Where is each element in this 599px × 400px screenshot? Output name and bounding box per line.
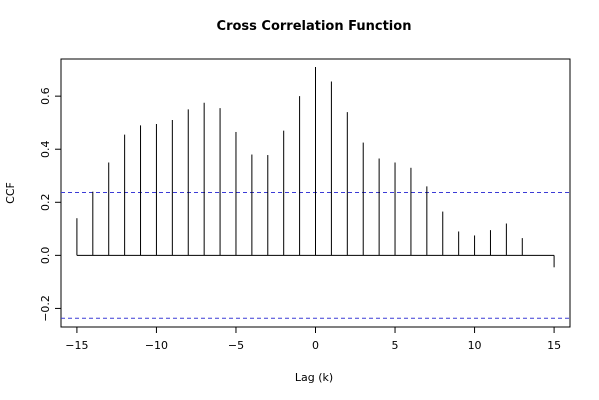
ccf-bars xyxy=(76,66,555,268)
x-axis: −15 −10 −5 0 5 10 15 xyxy=(65,326,561,352)
x-tick-label: 15 xyxy=(547,339,561,352)
y-tick-label: 0.4 xyxy=(39,140,52,158)
x-tick-label: −5 xyxy=(228,339,244,352)
x-tick-label: 5 xyxy=(392,339,399,352)
y-tick-label: 0.0 xyxy=(39,247,52,265)
y-axis: −0.2 0.0 0.2 0.4 0.6 xyxy=(39,87,61,322)
y-tick-label: −0.2 xyxy=(39,295,52,322)
x-tick-label: 10 xyxy=(468,339,482,352)
x-tick-label: −10 xyxy=(145,339,168,352)
y-tick-label: 0.6 xyxy=(39,87,52,105)
x-tick-label: 0 xyxy=(312,339,319,352)
chart-title: Cross Correlation Function xyxy=(217,19,412,34)
x-axis-label: Lag (k) xyxy=(295,371,333,384)
x-tick-label: −15 xyxy=(65,339,88,352)
y-tick-label: 0.2 xyxy=(39,194,52,212)
y-axis-label: CCF xyxy=(4,182,17,204)
